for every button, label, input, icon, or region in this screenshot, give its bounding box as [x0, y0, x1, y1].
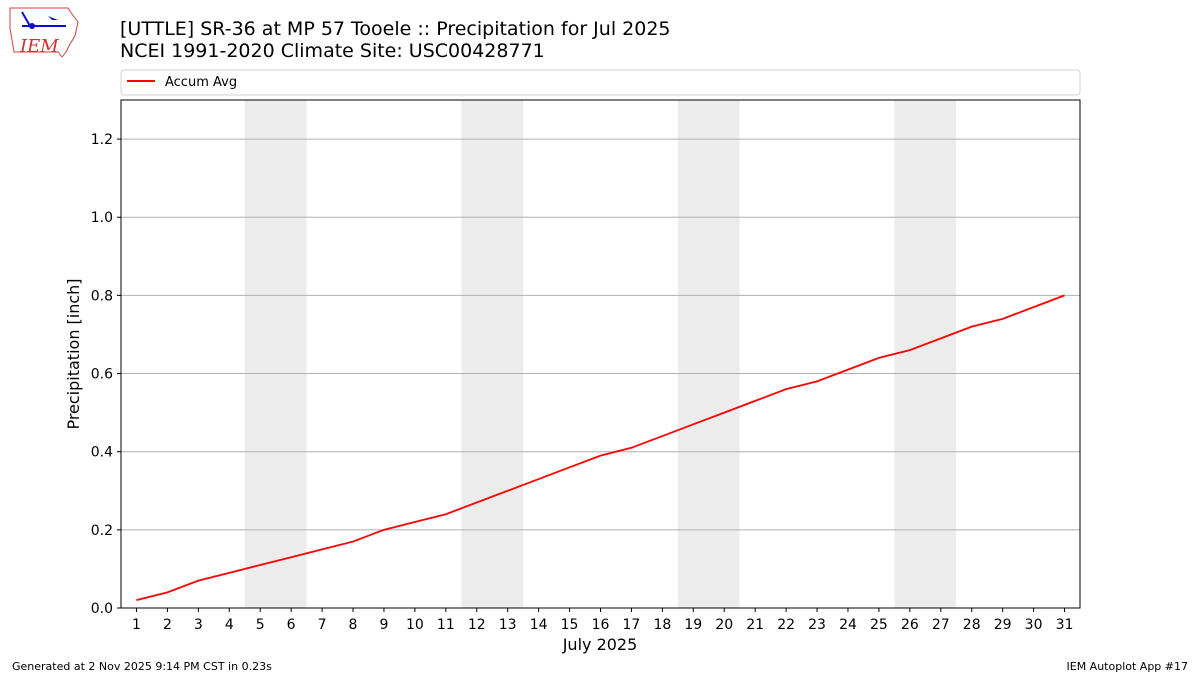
- y-tick-label: 1.2: [91, 132, 113, 148]
- x-tick-label: 15: [561, 617, 579, 633]
- x-tick-label: 14: [530, 617, 548, 633]
- x-tick-label: 3: [194, 617, 203, 633]
- x-tick-label: 21: [746, 617, 764, 633]
- shaded-span: [894, 100, 957, 608]
- x-tick-label: 26: [901, 617, 919, 633]
- y-tick-label: 0.2: [91, 523, 113, 539]
- y-tick-label: 0.8: [91, 288, 113, 304]
- x-tick-label: 31: [1056, 617, 1074, 633]
- x-tick-label: 16: [592, 617, 610, 633]
- x-tick-label: 10: [406, 617, 424, 633]
- x-tick-label: 27: [932, 617, 950, 633]
- logo-dot: [29, 23, 35, 29]
- x-tick-label: 29: [994, 617, 1012, 633]
- x-tick-label: 24: [839, 617, 857, 633]
- shaded-span: [677, 100, 740, 608]
- chart-subtitle: NCEI 1991-2020 Climate Site: USC00428771: [120, 40, 545, 62]
- footer-right: IEM Autoplot App #17: [1067, 660, 1189, 673]
- y-tick-label: 0.4: [91, 445, 113, 461]
- x-tick-label: 17: [623, 617, 641, 633]
- legend-box: [120, 69, 1081, 96]
- x-tick-label: 28: [963, 617, 981, 633]
- y-axis-label: Precipitation [inch]: [64, 278, 83, 429]
- x-tick-label: 18: [653, 617, 671, 633]
- series-line: [136, 294, 1065, 602]
- logo-text: IEM: [19, 36, 59, 57]
- plot-frame: [120, 99, 1081, 609]
- x-tick-label: 7: [318, 617, 327, 633]
- y-tick-label: 1.0: [91, 210, 113, 226]
- shaded-span: [461, 100, 524, 608]
- y-tick-label: 0.0: [91, 601, 113, 617]
- logo: IEM: [9, 7, 79, 58]
- x-tick-label: 23: [808, 617, 826, 633]
- logo-outline: [9, 7, 79, 58]
- x-tick-label: 1: [132, 617, 141, 633]
- x-tick-label: 6: [287, 617, 296, 633]
- x-tick-label: 8: [349, 617, 358, 633]
- chart-title: [UTTLE] SR-36 at MP 57 Tooele :: Precipi…: [120, 18, 671, 40]
- x-tick-label: 12: [468, 617, 486, 633]
- legend-label: Accum Avg: [165, 75, 237, 90]
- x-axis-label: July 2025: [562, 635, 638, 654]
- x-tick-label: 4: [225, 617, 234, 633]
- x-tick-label: 20: [715, 617, 733, 633]
- logo-flag: [48, 16, 58, 20]
- shaded-span: [244, 100, 307, 608]
- logo-line: [21, 11, 31, 27]
- x-tick-label: 11: [437, 617, 455, 633]
- x-tick-label: 5: [256, 617, 265, 633]
- x-tick-label: 2: [163, 617, 172, 633]
- x-tick-label: 9: [379, 617, 388, 633]
- footer-left: Generated at 2 Nov 2025 9:14 PM CST in 0…: [12, 660, 272, 673]
- x-tick-label: 13: [499, 617, 517, 633]
- x-tick-label: 22: [777, 617, 795, 633]
- x-tick-label: 25: [870, 617, 888, 633]
- x-tick-label: 19: [684, 617, 702, 633]
- x-tick-label: 30: [1025, 617, 1043, 633]
- y-tick-label: 0.6: [91, 367, 113, 383]
